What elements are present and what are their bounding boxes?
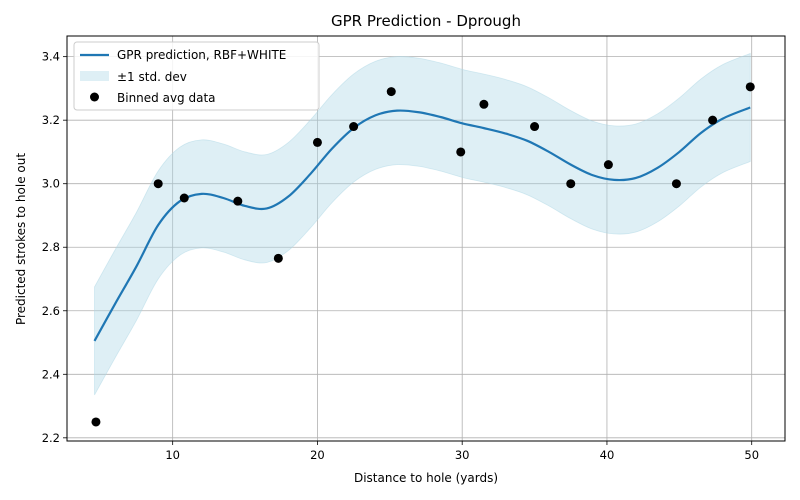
legend-swatch-band [80,71,109,81]
plot-frame [66,35,786,442]
legend-label-points: Binned avg data [117,91,216,105]
data-point [273,253,283,263]
data-point [530,122,540,132]
legend: GPR prediction, RBF+WHITE ±1 std. dev Bi… [73,41,320,111]
data-point [603,160,613,170]
x-tick-label: 50 [744,448,759,462]
data-points [91,82,755,427]
y-tick-label: 3.4 [42,50,60,64]
x-tick-label: 20 [310,448,325,462]
data-point [671,179,681,189]
x-tick-label: 30 [455,448,470,462]
x-axis-ticks: 10 20 30 40 50 [165,441,759,462]
y-tick-label: 2.8 [42,240,60,254]
data-point [312,137,322,147]
y-tick-label: 2.2 [42,431,60,445]
data-point [386,87,396,97]
y-tick-label: 3.2 [42,113,60,127]
data-point [479,99,489,109]
x-axis-label: Distance to hole (yards) [354,471,498,485]
data-point [708,115,718,125]
data-point [179,193,189,203]
data-point [153,179,163,189]
std-dev-band [94,52,751,397]
legend-box [73,41,320,111]
legend-swatch-points [90,92,99,102]
y-tick-label: 3.0 [42,177,60,191]
data-point [456,147,466,157]
y-axis-label: Predicted strokes to hole out [14,153,28,325]
data-point [233,196,243,206]
y-tick-label: 2.4 [42,367,60,381]
prediction-line-group [93,106,751,342]
data-point [91,417,101,427]
legend-label-prediction: GPR prediction, RBF+WHITE [117,48,286,62]
x-tick-label: 40 [600,448,615,462]
data-point [349,122,359,132]
prediction-line [93,106,751,342]
std-dev-band-area [94,52,751,397]
legend-label-band: ±1 std. dev [117,70,187,84]
y-axis-ticks: 2.2 2.4 2.6 2.8 3.0 3.2 3.4 [42,50,67,445]
y-tick-label: 2.6 [42,304,60,318]
x-tick-label: 10 [165,448,180,462]
chart-title: GPR Prediction - Dprough [331,12,521,30]
data-point [745,82,755,92]
data-point [566,179,576,189]
